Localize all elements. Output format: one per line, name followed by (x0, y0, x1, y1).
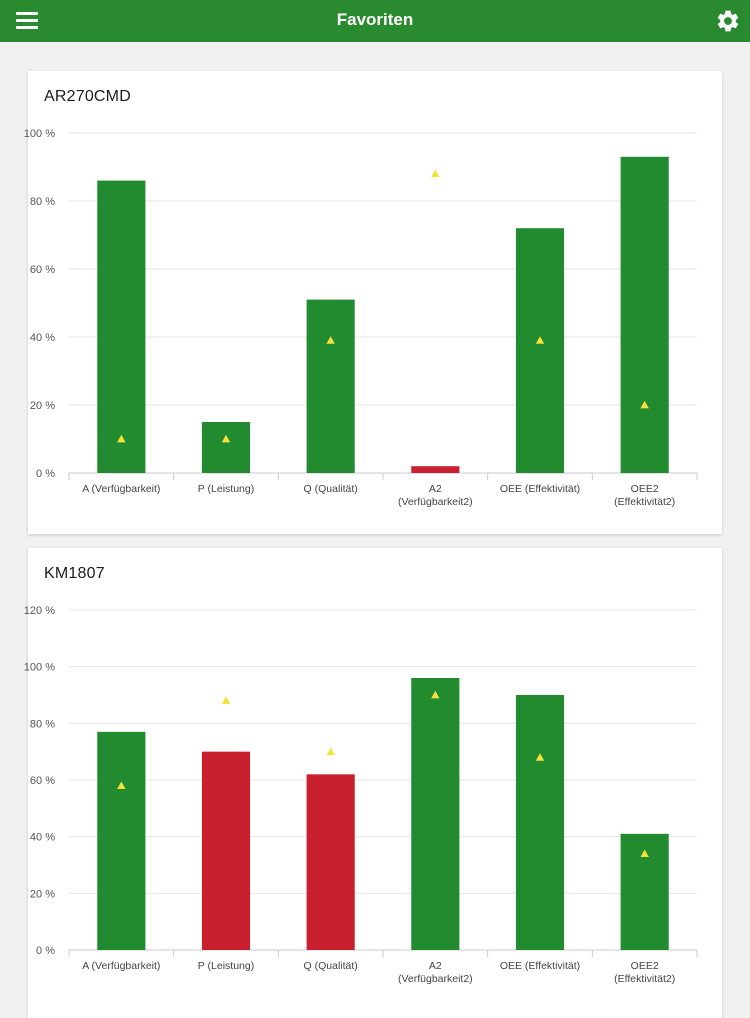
y-tick-label: 60 % (30, 775, 55, 787)
y-tick-label: 120 % (24, 605, 55, 617)
target-marker (326, 747, 335, 756)
y-tick-label: 40 % (30, 832, 55, 844)
x-category-label: P (Leistung) (198, 483, 254, 495)
y-tick-label: 100 % (24, 662, 55, 674)
x-category-label: A2 (429, 483, 442, 495)
x-category-label: A (Verfügbarkeit) (82, 960, 160, 972)
y-tick-label: 20 % (30, 400, 55, 412)
y-tick-label: 60 % (30, 264, 55, 276)
target-marker (117, 781, 126, 790)
y-tick-label: 100 % (24, 128, 55, 140)
x-category-label: OEE (Effektivität) (500, 483, 580, 495)
x-category-label: (Effektivität2) (614, 496, 675, 508)
x-category-label: Q (Qualität) (304, 960, 358, 972)
x-category-label: A2 (429, 960, 442, 972)
x-category-label: OEE2 (631, 960, 659, 972)
x-category-label: (Verfügbarkeit2) (398, 496, 473, 508)
target-marker (117, 434, 126, 443)
bar (201, 422, 251, 473)
x-category-label: (Effektivität2) (614, 973, 675, 985)
gear-icon[interactable] (715, 8, 741, 34)
x-category-label: A (Verfügbarkeit) (82, 483, 160, 495)
y-tick-label: 0 % (36, 945, 55, 957)
target-marker (431, 690, 440, 699)
bar (201, 751, 251, 950)
y-tick-label: 20 % (30, 888, 55, 900)
y-tick-label: 0 % (36, 468, 55, 480)
oee-bar-chart: 0 % 20 % 40 % 60 % 80 % 100 % A (Verfügbarkeit… (24, 128, 698, 508)
bar (97, 180, 146, 473)
hamburger-menu-icon[interactable] (16, 10, 38, 30)
target-marker (535, 336, 545, 344)
target-marker (221, 434, 231, 443)
bar (411, 466, 460, 473)
x-category-label: OEE2 (631, 483, 659, 495)
target-marker (326, 336, 335, 344)
bar (515, 228, 565, 473)
y-tick-label: 80 % (30, 718, 55, 730)
bar (97, 731, 146, 950)
favorite-card-ar270cmd: AR270CMD 0 % 20 % 40 % 60 % 80 % 100 % A (Verf… (24, 71, 722, 534)
app-header: Favoriten (0, 0, 750, 42)
card-title: KM1807 (44, 565, 105, 582)
bar (306, 299, 355, 473)
bar (620, 156, 669, 474)
oee-bar-chart: 0 % 20 % 40 % 60 % 80 % 100 % 120 % A (Verfügba… (24, 605, 698, 985)
bar (306, 774, 355, 950)
target-marker (640, 849, 649, 858)
favorite-card-km1807: KM1807 0 % 20 % 40 % 60 % 80 % 100 % 120 % A (V… (24, 548, 722, 1018)
target-marker (640, 400, 649, 409)
y-tick-label: 80 % (30, 196, 55, 208)
x-category-label: Q (Qualität) (304, 483, 358, 495)
target-marker (221, 696, 231, 705)
target-marker (535, 753, 545, 761)
bar (515, 695, 565, 950)
target-marker (431, 169, 440, 178)
bar (411, 678, 460, 950)
y-tick-label: 40 % (30, 332, 55, 344)
card-title: AR270CMD (44, 88, 131, 105)
page-title: Favoriten (336, 10, 414, 29)
x-category-label: (Verfügbarkeit2) (398, 973, 473, 985)
x-category-label: P (Leistung) (198, 960, 254, 972)
x-category-label: OEE (Effektivität) (500, 960, 580, 972)
